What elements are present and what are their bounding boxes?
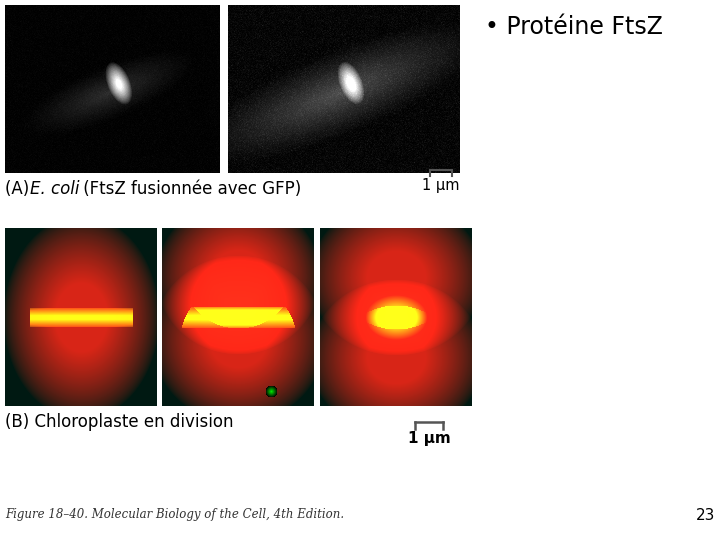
Text: (B) Chloroplaste en division: (B) Chloroplaste en division [5,413,233,431]
Text: (A): (A) [5,180,35,198]
Text: • Protéine FtsZ: • Protéine FtsZ [485,15,663,39]
Text: 1 μm: 1 μm [422,178,460,193]
Text: Figure 18–40. Molecular Biology of the Cell, 4th Edition.: Figure 18–40. Molecular Biology of the C… [5,508,344,521]
Text: E. coli: E. coli [30,180,79,198]
Text: 1 μm: 1 μm [408,431,451,446]
Text: (FtsZ fusionnée avec GFP): (FtsZ fusionnée avec GFP) [78,180,301,198]
Text: 23: 23 [696,508,715,523]
